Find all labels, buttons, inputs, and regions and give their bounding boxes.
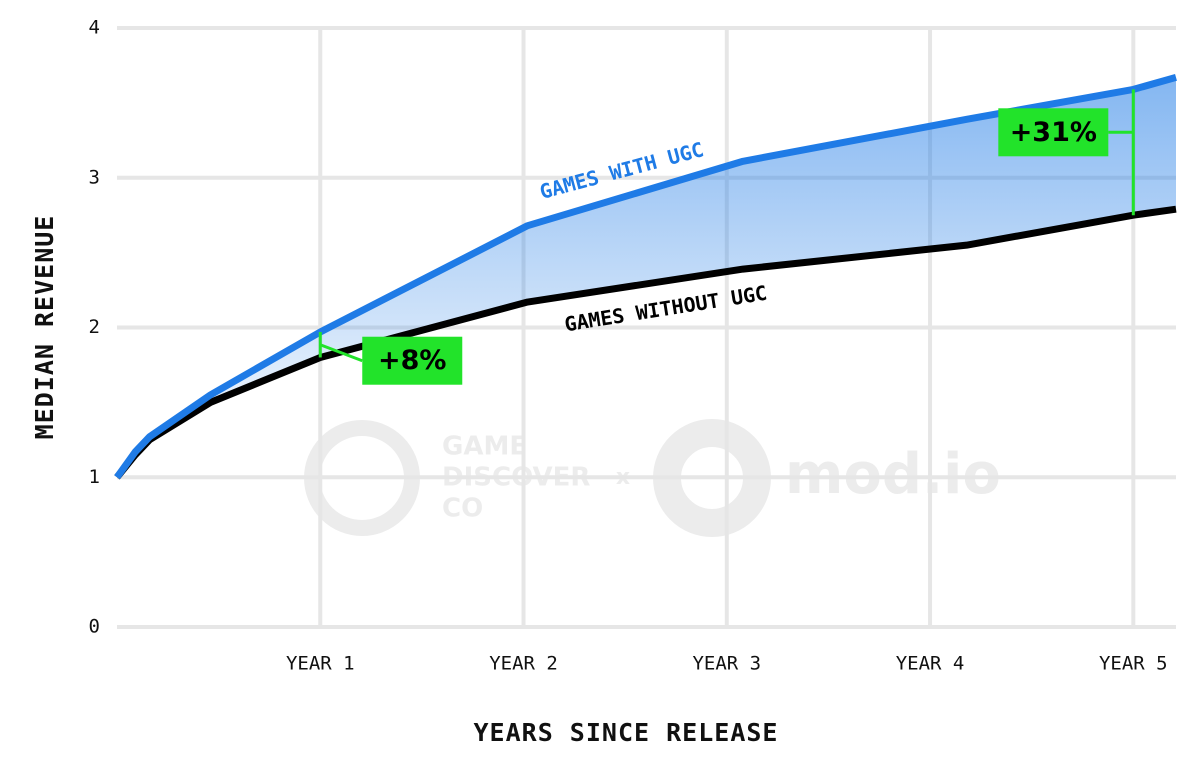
y-tick-label: 4 — [89, 17, 100, 39]
watermark-text: GAME — [442, 432, 527, 462]
x-tick-label: YEAR 1 — [286, 653, 355, 675]
watermark-text: CO — [442, 494, 483, 524]
series-line — [114, 74, 1177, 480]
x-axis-title: YEARS SINCE RELEASE — [474, 718, 779, 747]
gap-area — [117, 77, 1176, 478]
x-tick-label: YEAR 2 — [489, 653, 558, 675]
y-tick-label: 1 — [89, 466, 100, 488]
y-tick-label: 2 — [89, 316, 100, 338]
watermark-text: mod.io — [785, 442, 1001, 507]
y-axis-title: MEDIAN REVENUE — [30, 215, 59, 440]
annotation-box — [362, 336, 463, 385]
annotation-box — [998, 108, 1109, 157]
watermark: GAMEDISCOVERCOxmod.io — [304, 419, 1001, 537]
x-tick-label: YEAR 3 — [692, 653, 761, 675]
bracket — [319, 343, 363, 363]
annotation-text: +8% — [378, 345, 446, 376]
x-tick-label: YEAR 4 — [896, 653, 965, 675]
y-tick-label: 0 — [89, 616, 100, 638]
annotation-text: +31% — [1010, 117, 1097, 148]
x-tick-label: YEAR 5 — [1099, 653, 1168, 675]
y-tick-label: 3 — [89, 166, 100, 188]
